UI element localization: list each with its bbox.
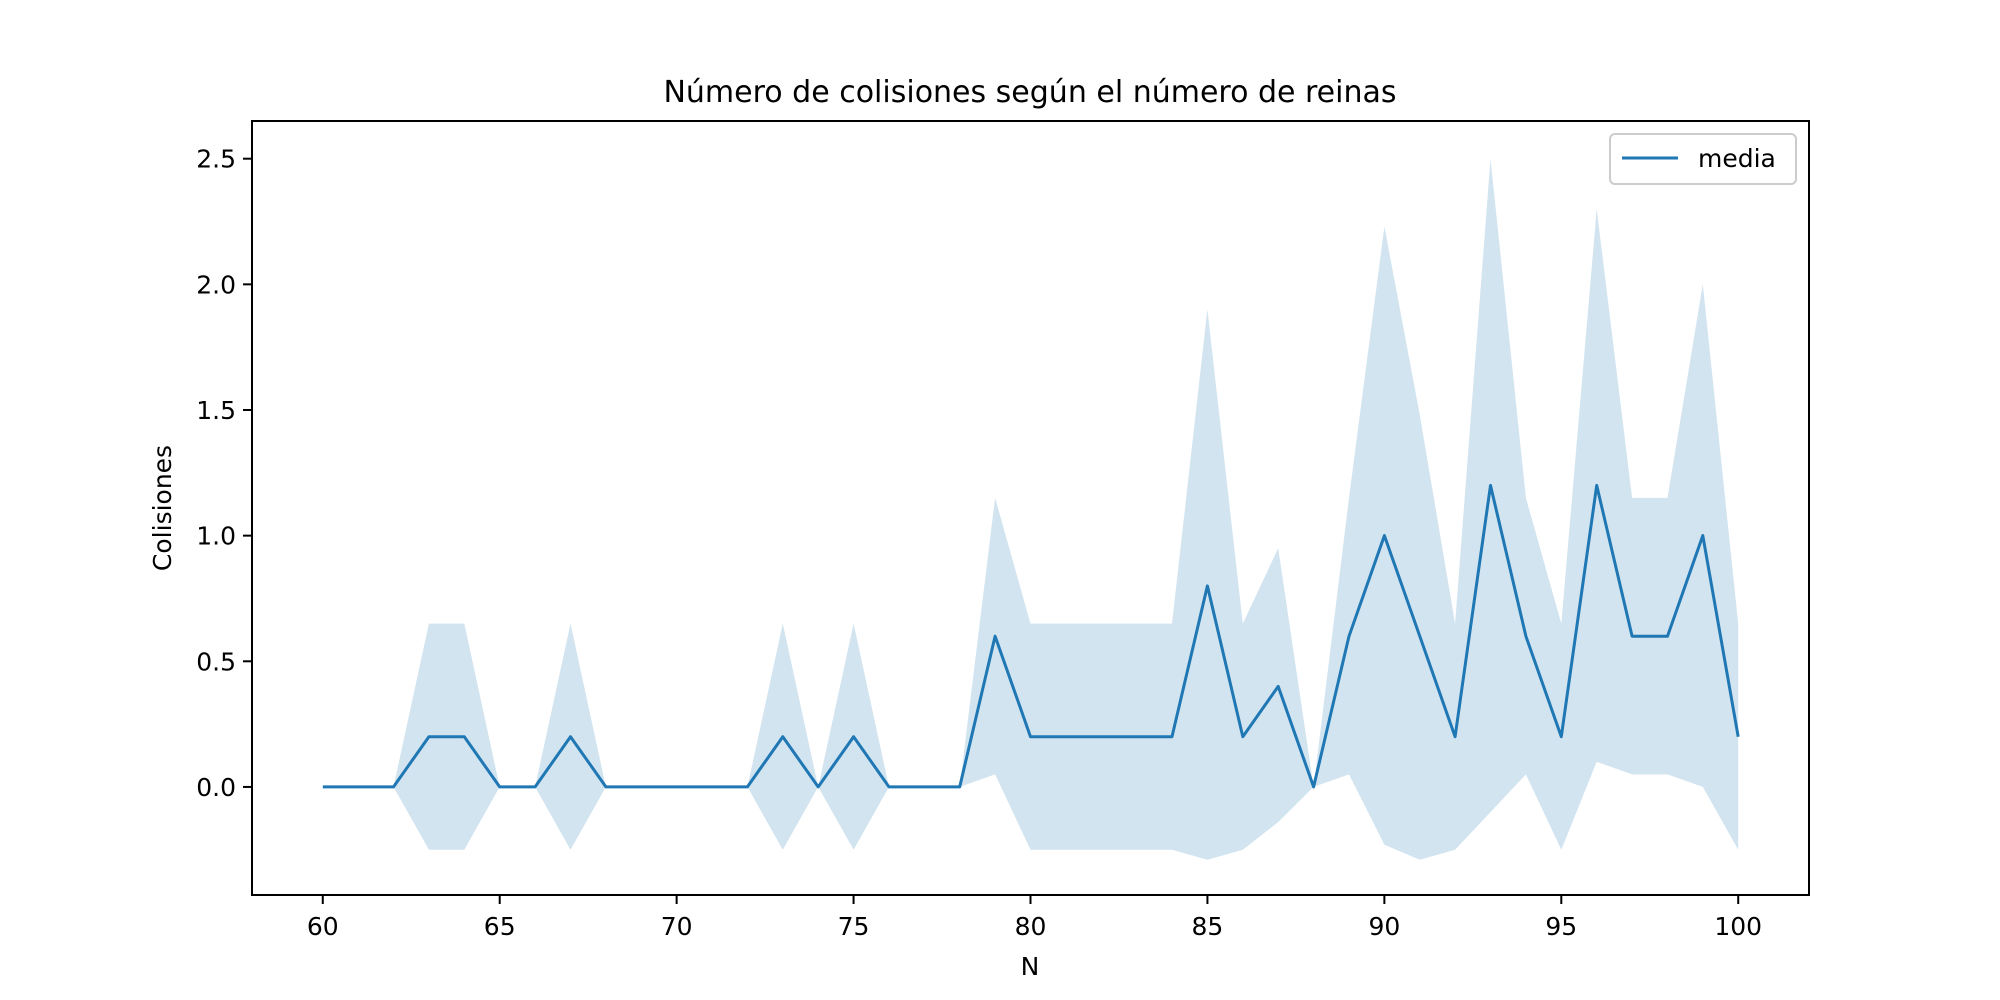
std-band	[322, 158, 1739, 860]
legend: media	[1609, 133, 1797, 185]
y-tick-label: 0.0	[196, 773, 236, 802]
x-tick-label: 80	[1015, 912, 1047, 941]
legend-label-media: media	[1698, 144, 1776, 173]
x-tick-label: 90	[1368, 912, 1400, 941]
x-tick-label: 95	[1545, 912, 1577, 941]
y-axis: 0.0 0.5 1.0 1.5 2.0 2.5	[196, 145, 252, 802]
x-tick-label: 65	[484, 912, 516, 941]
chart-title: Número de colisiones según el número de …	[663, 75, 1396, 110]
x-tick-label: 70	[661, 912, 693, 941]
y-tick-label: 1.5	[196, 396, 236, 425]
legend-frame	[1609, 133, 1797, 185]
y-axis-label: Colisiones	[148, 445, 177, 571]
x-axis-label: N	[1021, 952, 1040, 981]
y-tick-label: 2.0	[196, 270, 236, 299]
x-axis: 60 65 70 75 80 85 90 95 100	[307, 895, 1762, 941]
series-line-media	[322, 483, 1740, 789]
x-tick-label: 85	[1192, 912, 1224, 941]
x-tick-label: 60	[307, 912, 339, 941]
x-tick-label: 100	[1714, 912, 1762, 941]
plot-area	[322, 158, 1740, 860]
y-tick-label: 2.5	[196, 145, 236, 174]
x-tick-label: 75	[838, 912, 870, 941]
y-tick-label: 1.0	[196, 522, 236, 551]
y-tick-label: 0.5	[196, 647, 236, 676]
